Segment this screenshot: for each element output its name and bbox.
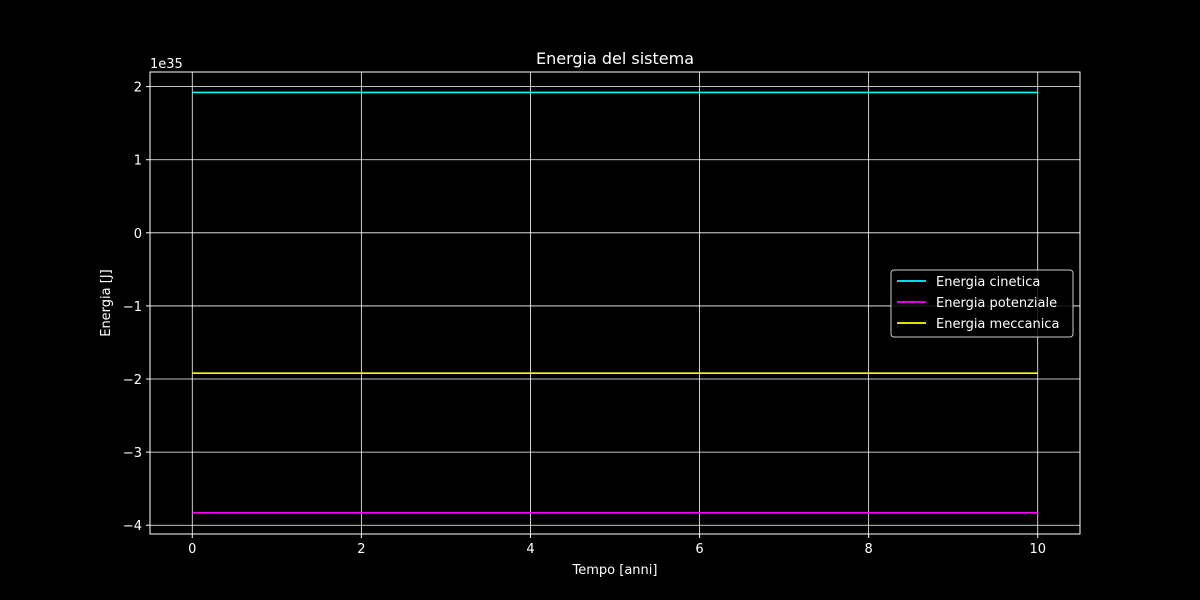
x-tick-label: 0 (188, 542, 196, 557)
x-tick-label: 6 (695, 542, 703, 557)
series-lines (192, 91, 1038, 514)
chart-title: Energia del sistema (536, 49, 694, 68)
legend-label-energia-cinetica: Energia cinetica (936, 275, 1040, 290)
y-tick-label: −4 (123, 519, 142, 534)
y-tick-label: 1 (134, 154, 142, 169)
y-tick-label: −1 (123, 300, 142, 315)
legend-label-energia-potenziale: Energia potenziale (936, 296, 1057, 311)
x-axis-label: Tempo [anni] (572, 563, 658, 578)
legend-box (890, 269, 1074, 338)
y-tick-label: −3 (123, 446, 142, 461)
legend-label-energia-meccanica: Energia meccanica (936, 317, 1059, 332)
legend: Energia cinetica Energia potenziale Energi… (890, 269, 1074, 338)
x-tick-label: 8 (864, 542, 872, 557)
x-tick-label: 4 (526, 542, 534, 557)
legend-items: Energia cinetica Energia potenziale Energi… (897, 275, 1059, 332)
x-tick-label: 10 (1029, 542, 1046, 557)
plot-frame (149, 71, 1081, 535)
x-tick-label: 2 (357, 542, 365, 557)
y-tick-label: 2 (134, 81, 142, 96)
y-tick-label: −2 (123, 373, 142, 388)
y-tick-label: 0 (134, 227, 142, 242)
y-offset-text: 1e35 (150, 57, 183, 72)
y-axis-label: Energia [J] (99, 269, 114, 337)
